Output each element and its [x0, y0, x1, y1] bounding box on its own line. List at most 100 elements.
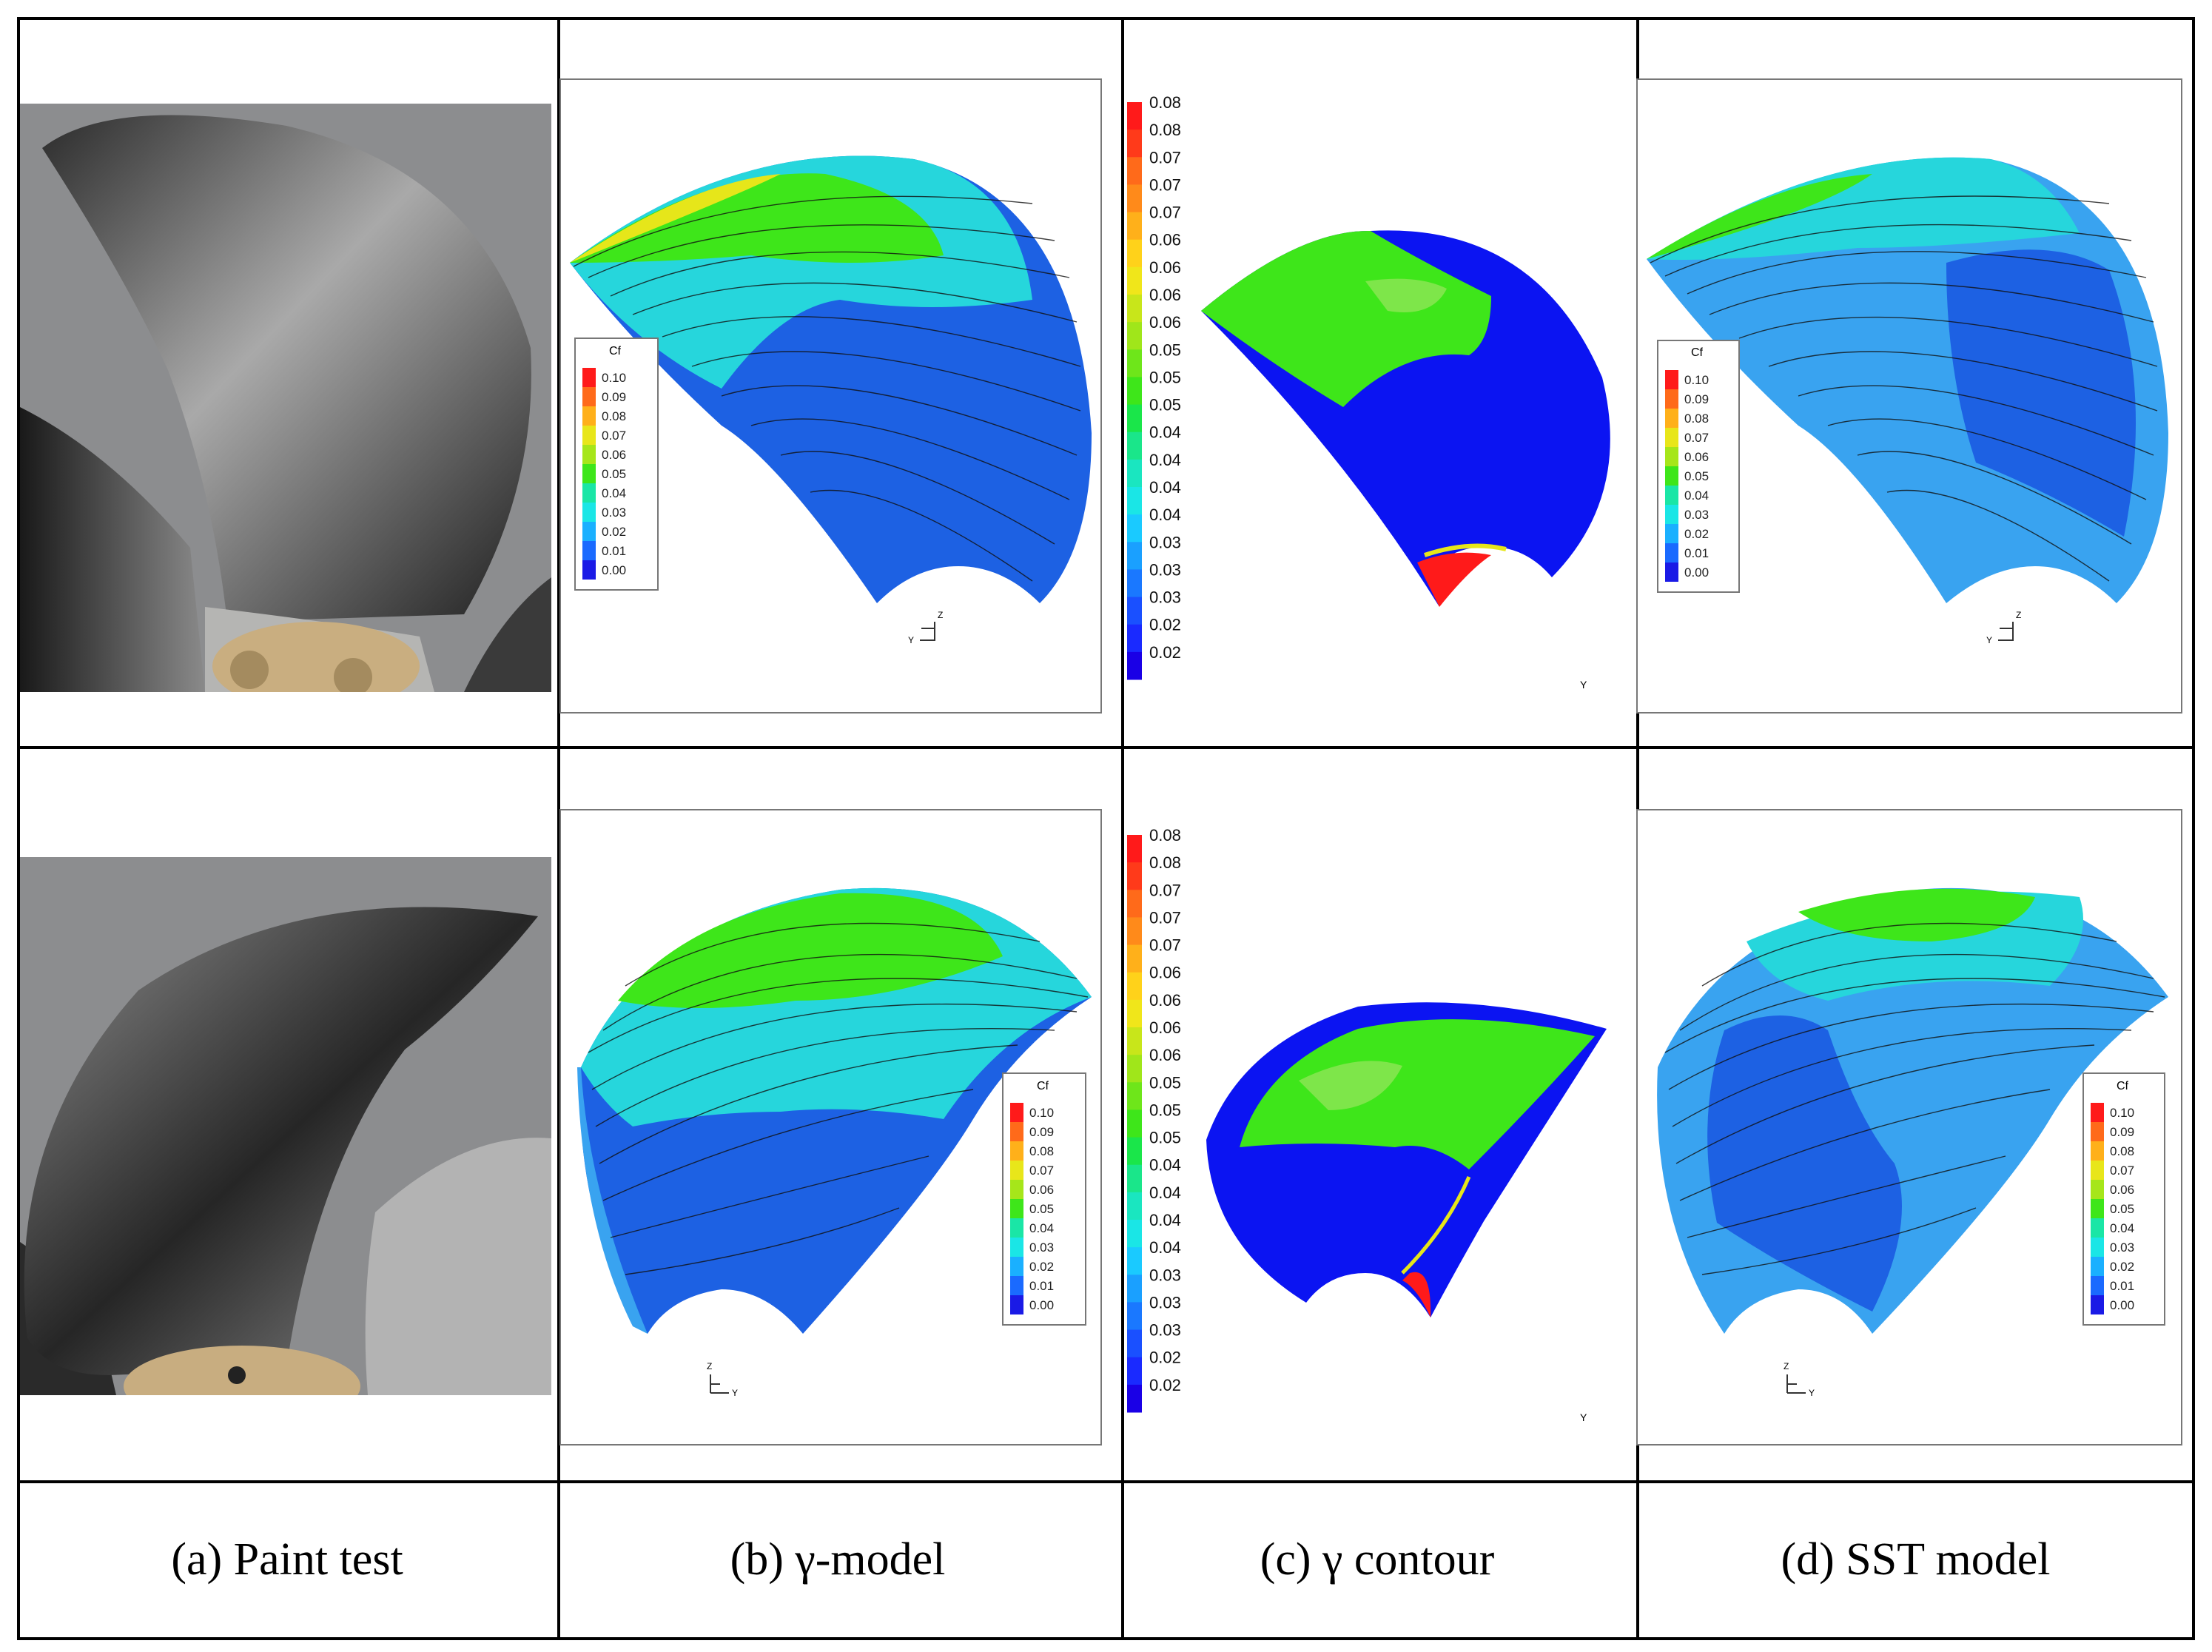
- gamma-legend-swatch: [1127, 1082, 1142, 1110]
- svg-text:Y: Y: [1809, 1388, 1815, 1398]
- svg-text:Y: Y: [908, 635, 914, 645]
- sst-model-plot-top: Cf 0.10 0.09 0.08 0.07 0.06 0.05 0.04 0.03 0.02 0…: [1636, 78, 2182, 713]
- gamma-legend-swatch: [1127, 1164, 1142, 1193]
- cf-legend-swatch: [1665, 524, 1678, 543]
- cf-legend-label: 0.08: [1029, 1144, 1054, 1158]
- gamma-legend-swatch: [1127, 1220, 1142, 1248]
- gamma-contour-plot-top: 0.08 0.08 0.07 0.07 0.07 0.06 0.06 0.06 0.06 0.05…: [1127, 96, 1610, 691]
- cf-legend-label: 0.02: [2110, 1260, 2134, 1274]
- cf-legend-label: 0.04: [1029, 1221, 1054, 1235]
- cf-legend-label: 0.03: [602, 506, 626, 520]
- sst-model-plot-bottom: Cf 0.10 0.09 0.08 0.07 0.06 0.05 0.04 0.03 0.02 0…: [1636, 809, 2182, 1446]
- gamma-legend-swatch: [1127, 1247, 1142, 1275]
- gamma-legend-swatch: [1127, 972, 1142, 1001]
- row-divider: [20, 746, 2192, 749]
- cf-legend-swatch: [1010, 1180, 1023, 1199]
- gamma-legend-swatch: [1127, 1275, 1142, 1303]
- gamma-legend-label: 0.02: [1149, 1376, 1181, 1394]
- gamma-legend-label: 0.02: [1149, 616, 1181, 634]
- cf-legend-label: 0.10: [1029, 1106, 1054, 1120]
- cf-legend-label: 0.10: [2110, 1106, 2134, 1120]
- gamma-legend-label: 0.06: [1149, 1046, 1181, 1064]
- gamma-model-plot-bottom: Cf 0.10 0.09 0.08 0.07 0.06 0.05 0.04 0.03 0.02 0…: [559, 809, 1102, 1446]
- cf-legend-label: 0.04: [1684, 488, 1709, 503]
- cf-legend-label: 0.03: [1684, 508, 1709, 522]
- cf-legend-label: 0.00: [2110, 1298, 2134, 1312]
- gamma-legend-swatch: [1127, 487, 1142, 515]
- gamma-legend-swatch: [1127, 597, 1142, 625]
- svg-text:Z: Z: [1784, 1361, 1789, 1371]
- gamma-legend-swatch: [1127, 157, 1142, 185]
- gamma-legend-swatch: [1127, 1055, 1142, 1083]
- gamma-legend-swatch: [1127, 944, 1142, 973]
- svg-text:Y: Y: [1986, 635, 1992, 645]
- cf-legend-swatch: [2091, 1180, 2104, 1199]
- cf-legend-swatch: [2091, 1218, 2104, 1238]
- cf-legend-swatch: [1010, 1257, 1023, 1276]
- cf-legend-label: 0.01: [602, 544, 626, 558]
- cf-legend-swatch: [2091, 1276, 2104, 1295]
- gamma-legend-label: 0.03: [1149, 560, 1181, 579]
- cf-legend-swatch: [582, 522, 596, 541]
- cf-legend-swatch: [1665, 543, 1678, 563]
- gamma-legend-swatch: [1127, 651, 1142, 680]
- gamma-legend-label: 0.04: [1149, 1238, 1181, 1257]
- cf-legend-swatch: [1010, 1238, 1023, 1257]
- gamma-legend-label: 0.04: [1149, 478, 1181, 497]
- cf-legend-swatch: [582, 445, 596, 464]
- column-divider: [1121, 20, 1124, 1637]
- cf-legend-title-3: Cf: [1037, 1080, 1049, 1092]
- cf-legend-label: 0.02: [602, 525, 626, 539]
- cf-legend-label: 0.07: [1029, 1164, 1054, 1178]
- gamma-legend-label: 0.02: [1149, 1349, 1181, 1367]
- cf-legend-title-1: Cf: [609, 345, 622, 357]
- column-divider: [557, 20, 560, 1637]
- cf-legend-label: 0.06: [1684, 450, 1709, 464]
- cf-legend-label: 0.02: [1029, 1260, 1054, 1274]
- cf-legend-label: 0.00: [1029, 1298, 1054, 1312]
- cf-legend-swatch: [582, 483, 596, 503]
- gamma-legend-label: 0.03: [1149, 1266, 1181, 1284]
- gamma-legend-label: 0.08: [1149, 96, 1181, 112]
- cf-legend-swatch: [582, 426, 596, 445]
- gamma-legend-swatch: [1127, 1329, 1142, 1358]
- cf-legend-label: 0.06: [2110, 1183, 2134, 1197]
- cf-legend-label: 0.08: [1684, 412, 1709, 426]
- gamma-legend-label: 0.07: [1149, 908, 1181, 927]
- gamma-legend-swatch: [1127, 102, 1142, 130]
- svg-text:Y: Y: [1580, 679, 1587, 691]
- cf-legend-title-4: Cf: [2117, 1080, 2129, 1092]
- gamma-legend-label: 0.04: [1149, 423, 1181, 442]
- cf-legend-swatch: [1665, 428, 1678, 447]
- gamma-legend-label: 0.03: [1149, 588, 1181, 607]
- gamma-legend-label: 0.03: [1149, 1321, 1181, 1340]
- cf-legend-swatch: [2091, 1238, 2104, 1257]
- paint-test-photo-top: [20, 104, 551, 692]
- gamma-legend-swatch: [1127, 1357, 1142, 1386]
- row-divider: [20, 1480, 2192, 1483]
- gamma-legend-swatch: [1127, 459, 1142, 488]
- gamma-legend-label: 0.05: [1149, 1073, 1181, 1092]
- cf-legend-swatch: [2091, 1161, 2104, 1180]
- cf-legend-swatch: [2091, 1257, 2104, 1276]
- cf-legend-label: 0.02: [1684, 527, 1709, 541]
- cf-legend-swatch: [582, 406, 596, 426]
- gamma-legend-label: 0.04: [1149, 451, 1181, 469]
- svg-text:Z: Z: [707, 1361, 712, 1371]
- gamma-legend-label: 0.08: [1149, 853, 1181, 872]
- gamma-legend-label: 0.03: [1149, 1293, 1181, 1312]
- cf-legend-swatch: [1010, 1276, 1023, 1295]
- gamma-legend-swatch: [1127, 1192, 1142, 1220]
- cf-legend-swatch: [1665, 486, 1678, 505]
- cf-legend-swatch: [2091, 1199, 2104, 1218]
- gamma-legend-swatch: [1127, 432, 1142, 460]
- cf-legend-label: 0.09: [1029, 1125, 1054, 1139]
- gamma-legend-label: 0.06: [1149, 313, 1181, 332]
- gamma-legend-swatch: [1127, 266, 1142, 295]
- gamma-legend-swatch: [1127, 917, 1142, 946]
- gamma-legend-swatch: [1127, 295, 1142, 323]
- gamma-legend-swatch: [1127, 514, 1142, 543]
- cf-legend-swatch: [1665, 409, 1678, 428]
- cf-legend-label: 0.07: [1684, 431, 1709, 445]
- gamma-legend-label: 0.06: [1149, 286, 1181, 304]
